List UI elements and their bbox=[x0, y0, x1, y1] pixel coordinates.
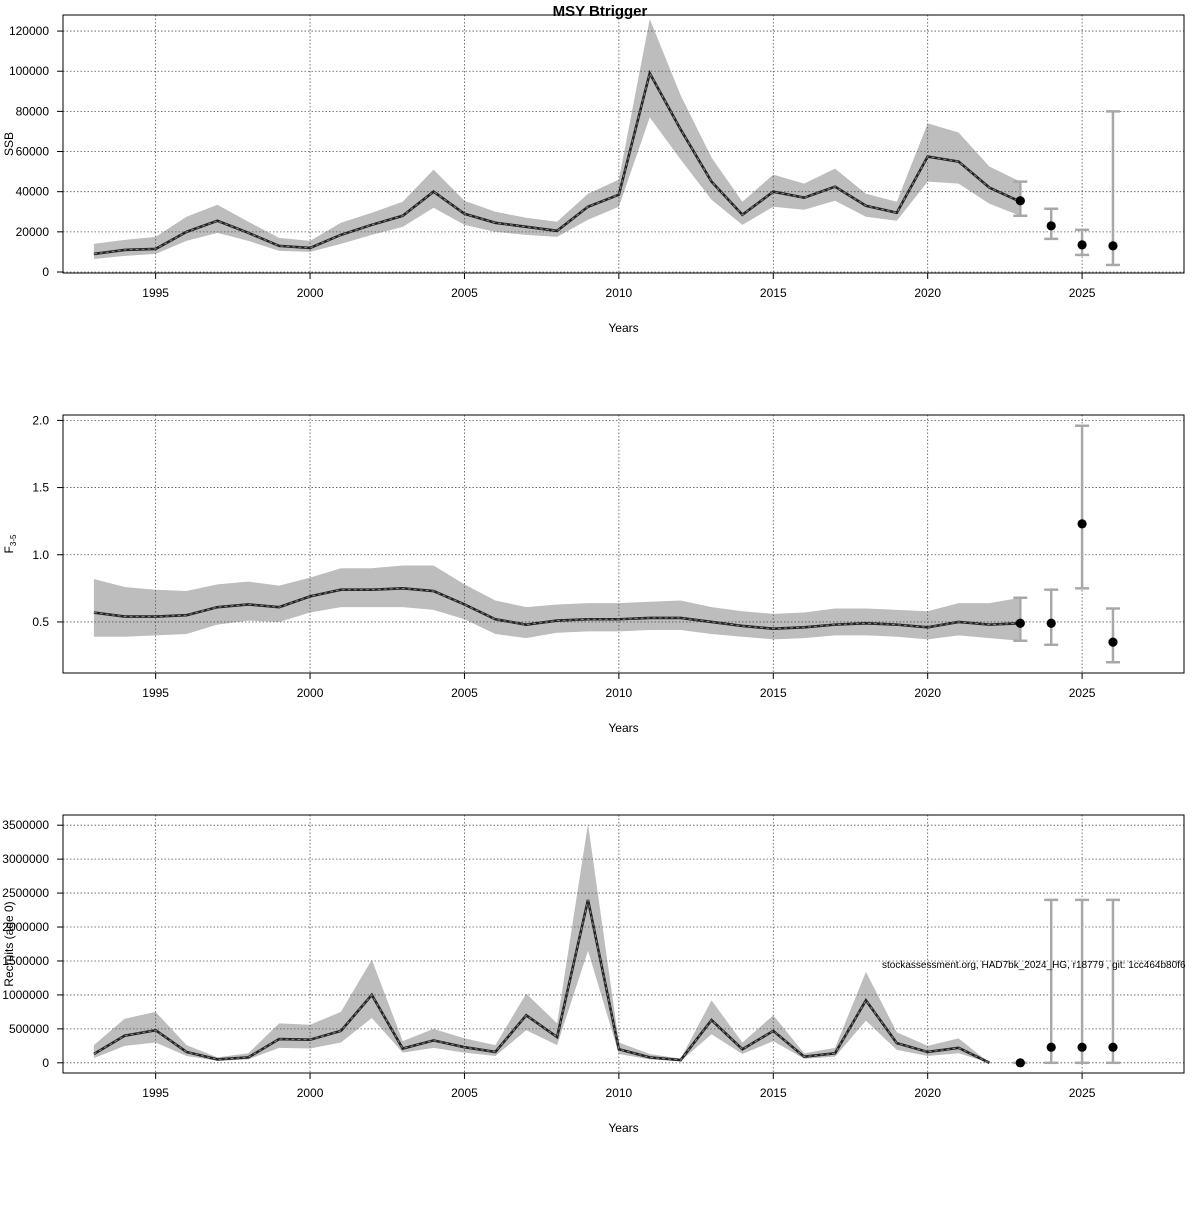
forecast-point bbox=[1046, 1042, 1056, 1052]
x-tick-label: 1995 bbox=[142, 686, 169, 700]
x-tick-label: 2025 bbox=[1069, 686, 1096, 700]
x-tick-label: 2005 bbox=[451, 686, 478, 700]
y-tick-label: 80000 bbox=[16, 104, 50, 118]
forecast-point bbox=[1108, 241, 1118, 251]
y-tick-label: 0 bbox=[42, 265, 49, 279]
forecast-point bbox=[1108, 1042, 1118, 1052]
estimate-line bbox=[93, 899, 991, 1064]
x-tick-label: 1995 bbox=[142, 1086, 169, 1100]
forecast-point bbox=[1046, 618, 1056, 628]
x-tick-label: 2020 bbox=[914, 286, 941, 300]
x-tick-label: 2005 bbox=[451, 1086, 478, 1100]
x-tick-label: 2005 bbox=[451, 286, 478, 300]
y-tick-label: 2000000 bbox=[2, 920, 49, 934]
forecast-point bbox=[1046, 221, 1056, 231]
recruits-panel: 1995 2000 2005 2010 2015 2020 2025 0 500000 10000… bbox=[2, 814, 1185, 1135]
y-tick-label: 3500000 bbox=[2, 818, 49, 832]
y-tick-label: 2500000 bbox=[2, 886, 49, 900]
forecast-point bbox=[1015, 196, 1025, 206]
y-axis-label: Recruits (age 0) bbox=[2, 901, 16, 986]
estimate-line-dash bbox=[93, 899, 990, 1064]
x-tick-label: 2020 bbox=[914, 686, 941, 700]
x-tick-label: 1995 bbox=[142, 286, 169, 300]
x-axis-label: Years bbox=[608, 321, 638, 335]
y-axis-label: F3-5 bbox=[2, 534, 18, 553]
y-tick-label: 40000 bbox=[16, 185, 50, 199]
y-tick-label: 3000000 bbox=[2, 852, 49, 866]
forecast-point bbox=[1108, 637, 1118, 647]
forecast-point bbox=[1077, 519, 1087, 529]
plot-frame bbox=[62, 14, 1185, 274]
y-tick-label: 1.5 bbox=[32, 481, 49, 495]
y-tick-label: 100000 bbox=[9, 64, 49, 78]
x-tick-label: 2015 bbox=[760, 1086, 787, 1100]
y-tick-label: 0.5 bbox=[32, 615, 49, 629]
estimate-line-dash bbox=[93, 71, 1021, 255]
x-tick-label: 2015 bbox=[760, 286, 787, 300]
confidence-band bbox=[93, 823, 990, 1063]
y-tick-label: 20000 bbox=[16, 225, 50, 239]
y-tick-label: 1500000 bbox=[2, 954, 49, 968]
x-tick-label: 2020 bbox=[914, 1086, 941, 1100]
y-axis-label: SSB bbox=[2, 132, 16, 156]
y-tick-label: 1000000 bbox=[2, 988, 49, 1002]
x-axis-label: Years bbox=[608, 721, 638, 735]
confidence-band bbox=[93, 19, 1021, 259]
x-tick-label: 2010 bbox=[606, 1086, 633, 1100]
fishing-mortality-panel: 1995 2000 2005 2010 2015 2020 2025 0.5 1.0 1.5 2.0… bbox=[2, 413, 1185, 735]
x-tick-label: 2010 bbox=[606, 686, 633, 700]
y-tick-label: 500000 bbox=[9, 1022, 49, 1036]
x-tick-label: 2000 bbox=[297, 686, 324, 700]
x-tick-label: 2025 bbox=[1069, 286, 1096, 300]
forecast-point bbox=[1015, 1058, 1025, 1068]
x-tick-label: 2000 bbox=[297, 1086, 324, 1100]
y-tick-label: 120000 bbox=[9, 24, 49, 38]
x-axis-label: Years bbox=[608, 1121, 638, 1135]
watermark-text: stockassessment.org, HAD7bk_2024_HG, r18… bbox=[882, 960, 1186, 971]
plot-frame bbox=[62, 414, 1185, 674]
x-tick-label: 2025 bbox=[1069, 1086, 1096, 1100]
ssb-panel: 1995 2000 2005 2010 2015 2020 2025 0 20000 40000 6… bbox=[2, 14, 1185, 335]
y-tick-label: 0 bbox=[42, 1056, 49, 1070]
x-tick-label: 2000 bbox=[297, 286, 324, 300]
y-tick-label: 60000 bbox=[16, 145, 50, 159]
estimate-line-dash bbox=[93, 587, 1021, 630]
x-tick-label: 2010 bbox=[606, 286, 633, 300]
forecast-point bbox=[1077, 1042, 1087, 1052]
forecast-point bbox=[1077, 240, 1087, 250]
y-axis-label-subscript: 3-5 bbox=[9, 534, 18, 546]
y-tick-label: 1.0 bbox=[32, 548, 49, 562]
y-tick-label: 2.0 bbox=[32, 413, 49, 427]
forecast-point bbox=[1015, 618, 1025, 628]
x-tick-label: 2015 bbox=[760, 686, 787, 700]
confidence-band bbox=[93, 565, 1021, 641]
figure-title: MSY Btrigger bbox=[553, 3, 648, 20]
plot-frame bbox=[62, 814, 1185, 1074]
